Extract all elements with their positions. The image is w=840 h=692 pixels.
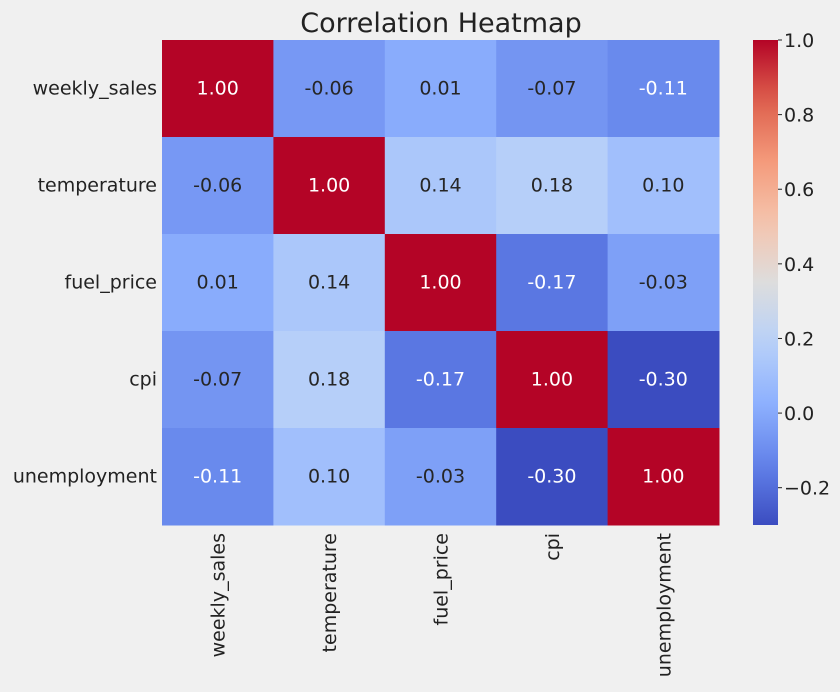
colorbar-ticks: −0.2 0.0 0.2 0.4 0.6 0.8 1.0 bbox=[778, 30, 830, 500]
heatmap-cell bbox=[162, 428, 274, 526]
cell-value-label: 0.18 bbox=[531, 175, 573, 197]
colorbar-tick-label: −0.2 bbox=[784, 478, 830, 500]
colorbar-tick-label: 0.0 bbox=[784, 403, 814, 425]
cell-value-label: 1.00 bbox=[308, 175, 350, 197]
cell-value-label: -0.06 bbox=[305, 78, 354, 100]
row-tick-label: unemployment bbox=[13, 466, 157, 488]
cell-value-label: -0.06 bbox=[193, 175, 242, 197]
heatmap-cell bbox=[384, 428, 497, 526]
heatmap-cells bbox=[162, 40, 720, 526]
heatmap-cell bbox=[273, 40, 386, 138]
heatmap-cell bbox=[384, 40, 497, 138]
heatmap-cell bbox=[496, 428, 609, 526]
heatmap-cell bbox=[496, 331, 609, 429]
colorbar-tick-label: 0.6 bbox=[784, 179, 814, 201]
colorbar bbox=[753, 40, 778, 525]
column-tick-label: fuel_price bbox=[431, 533, 453, 626]
cell-value-label: -0.11 bbox=[639, 78, 688, 100]
cell-value-label: -0.17 bbox=[527, 272, 576, 294]
cell-value-label: -0.30 bbox=[639, 369, 688, 391]
row-tick-label: fuel_price bbox=[65, 272, 158, 294]
row-tick-label: weekly_sales bbox=[33, 78, 157, 100]
heatmap-cell bbox=[273, 137, 386, 235]
cell-value-label: 0.18 bbox=[308, 369, 350, 391]
column-tick-label: weekly_sales bbox=[208, 533, 230, 657]
heatmap-cell bbox=[273, 428, 386, 526]
heatmap-cell bbox=[607, 428, 720, 526]
cell-value-label: 0.10 bbox=[642, 175, 684, 197]
heatmap-cell bbox=[496, 137, 609, 235]
heatmap-annotations: 1.00 -0.06 0.01 -0.07 -0.11 -0.06 1.00 0.14 0.18… bbox=[193, 78, 688, 488]
heatmap-cell bbox=[384, 234, 497, 332]
cell-value-label: -0.07 bbox=[527, 78, 576, 100]
heatmap-cell bbox=[273, 331, 386, 429]
chart-title: Correlation Heatmap bbox=[300, 8, 582, 39]
heatmap-cell bbox=[162, 234, 274, 332]
colorbar-tick-label: 0.2 bbox=[784, 328, 814, 350]
heatmap-cell bbox=[162, 331, 274, 429]
cell-value-label: 1.00 bbox=[642, 466, 684, 488]
column-tick-label: temperature bbox=[319, 533, 341, 652]
cell-value-label: -0.07 bbox=[193, 369, 242, 391]
heatmap-cell bbox=[162, 40, 274, 138]
heatmap-cell bbox=[496, 234, 609, 332]
heatmap-cell bbox=[384, 137, 497, 235]
heatmap-cell bbox=[607, 331, 720, 429]
cell-value-label: -0.03 bbox=[416, 466, 465, 488]
colorbar-tick-label: 0.4 bbox=[784, 254, 814, 276]
cell-value-label: 1.00 bbox=[197, 78, 239, 100]
heatmap-cell bbox=[162, 137, 274, 235]
cell-value-label: -0.03 bbox=[639, 272, 688, 294]
colorbar-tick-label: 0.8 bbox=[784, 105, 814, 127]
heatmap-cell bbox=[273, 234, 386, 332]
cell-value-label: 0.14 bbox=[419, 175, 461, 197]
cell-value-label: -0.30 bbox=[527, 466, 576, 488]
heatmap-cell bbox=[384, 331, 497, 429]
cell-value-label: 0.01 bbox=[419, 78, 461, 100]
colorbar-tick-label: 1.0 bbox=[784, 30, 814, 52]
row-tick-label: cpi bbox=[129, 369, 157, 391]
heatmap-cell bbox=[496, 40, 609, 138]
cell-value-label: -0.11 bbox=[193, 466, 242, 488]
cell-value-label: 0.10 bbox=[308, 466, 350, 488]
cell-value-label: 0.01 bbox=[197, 272, 239, 294]
column-tick-label: cpi bbox=[542, 533, 564, 561]
column-labels: weekly_sales temperature fuel_price cpi unem… bbox=[208, 533, 676, 677]
cell-value-label: 0.14 bbox=[308, 272, 350, 294]
cell-value-label: 1.00 bbox=[419, 272, 461, 294]
column-tick-label: unemployment bbox=[653, 533, 675, 677]
cell-value-label: 1.00 bbox=[531, 369, 573, 391]
heatmap-cell bbox=[607, 137, 720, 235]
cell-value-label: -0.17 bbox=[416, 369, 465, 391]
heatmap-cell bbox=[607, 40, 720, 138]
row-tick-label: temperature bbox=[38, 175, 157, 197]
heatmap-cell bbox=[607, 234, 720, 332]
